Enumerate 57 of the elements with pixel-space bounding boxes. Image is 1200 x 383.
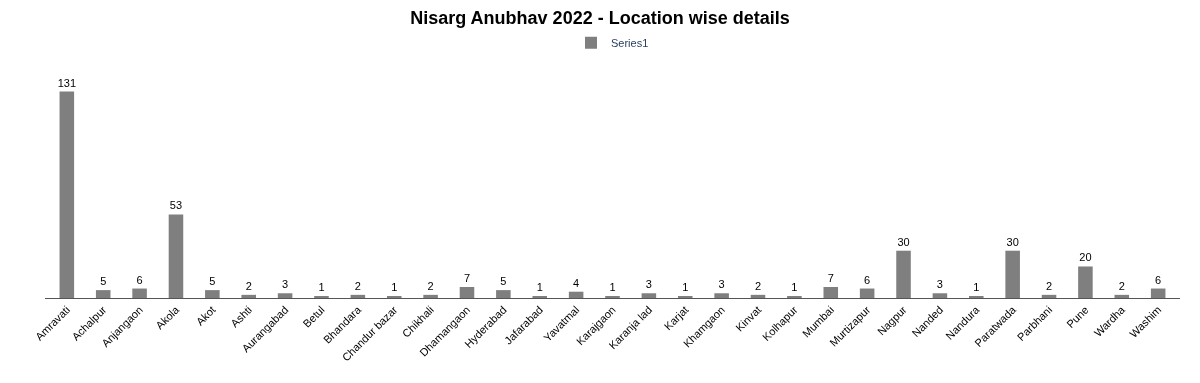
data-label: 7 — [463, 271, 471, 284]
data-label: 5 — [500, 275, 507, 288]
bar — [168, 214, 184, 298]
data-label: 1 — [391, 281, 398, 293]
bar — [896, 250, 911, 298]
data-label: 2 — [245, 279, 252, 292]
bar — [714, 293, 729, 298]
data-label: 30 — [897, 235, 910, 248]
data-label: 131 — [57, 76, 76, 89]
bar — [1150, 288, 1166, 298]
data-label: 1 — [973, 281, 980, 293]
data-label: 1 — [536, 281, 543, 293]
bar — [859, 288, 875, 298]
data-label: 3 — [936, 278, 943, 291]
bar — [496, 290, 511, 298]
bar — [241, 294, 256, 298]
bar — [59, 91, 75, 298]
bar — [132, 288, 147, 298]
data-label: 30 — [1006, 235, 1019, 248]
data-label: 6 — [864, 273, 871, 286]
bar — [823, 286, 839, 298]
bar — [750, 294, 766, 298]
data-label: 2 — [354, 279, 361, 292]
bar — [568, 291, 584, 298]
data-label: 2 — [1045, 279, 1053, 292]
legend-label: Series1 — [611, 36, 649, 49]
data-label: 6 — [1155, 273, 1162, 286]
data-label: 1 — [682, 281, 689, 293]
data-label: 3 — [282, 278, 289, 291]
bar — [1041, 294, 1057, 298]
bar — [95, 290, 111, 298]
bar — [1114, 294, 1130, 298]
bar — [1078, 266, 1093, 298]
data-label: 2 — [427, 279, 434, 292]
bar — [932, 293, 948, 298]
data-label: 1 — [791, 281, 798, 293]
bar — [641, 293, 657, 298]
data-label: 4 — [573, 276, 580, 289]
bar — [423, 294, 438, 298]
data-label: 3 — [718, 278, 725, 291]
bar — [205, 290, 220, 298]
data-label: 3 — [645, 278, 652, 291]
data-label: 2 — [754, 279, 762, 292]
data-label: 53 — [169, 199, 183, 212]
data-label: 6 — [136, 273, 143, 286]
data-label: 5 — [100, 275, 107, 288]
bar — [277, 293, 293, 298]
data-label: 1 — [318, 281, 325, 293]
bar — [350, 294, 366, 298]
bar — [459, 286, 475, 298]
data-label: 7 — [827, 271, 834, 284]
data-label: 20 — [1079, 251, 1092, 264]
bar — [1005, 250, 1020, 298]
data-label: 1 — [609, 281, 616, 293]
data-label: 5 — [209, 275, 216, 288]
chart-title: Nisarg Anubhav 2022 - Location wise details — [410, 8, 790, 29]
data-label: 2 — [1118, 279, 1125, 292]
